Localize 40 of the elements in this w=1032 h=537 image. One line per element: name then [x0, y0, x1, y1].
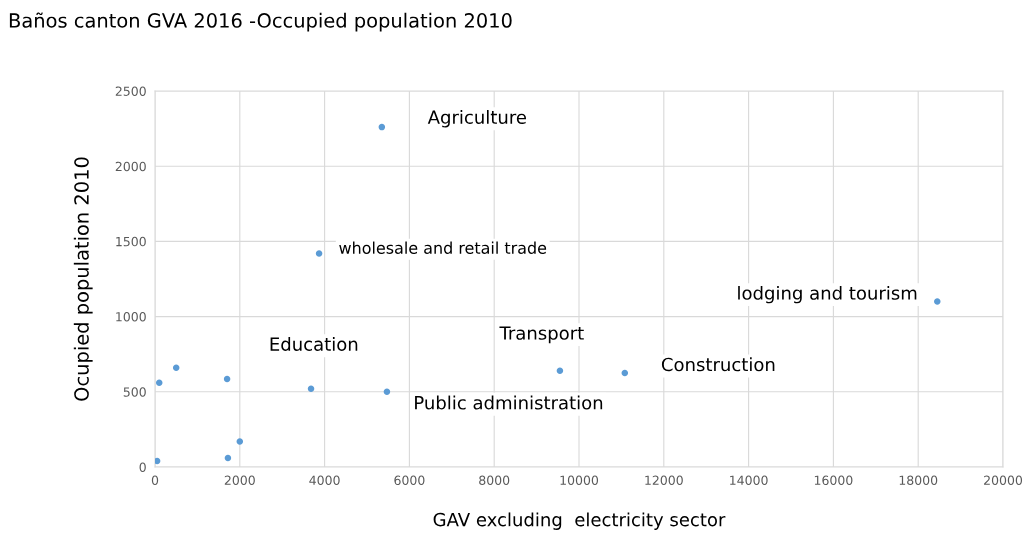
- x-tick-label: 2000: [224, 475, 255, 486]
- x-tick-label: 8000: [479, 475, 510, 486]
- chart-title: Baños canton GVA 2016 -Occupied population 2010: [9, 12, 512, 32]
- point: [383, 388, 391, 396]
- point: [224, 454, 232, 462]
- y-tick-label: 500: [123, 387, 146, 397]
- annotation: lodging and tourism: [738, 285, 917, 304]
- point: [621, 369, 629, 377]
- point: [556, 367, 564, 374]
- point: [236, 438, 244, 445]
- x-tick-label: 14000: [730, 475, 768, 486]
- x-tick-label: 12000: [645, 475, 683, 486]
- x-tick-label: 20000: [984, 475, 1023, 486]
- annotation: Public administration: [415, 395, 603, 410]
- point: [378, 123, 386, 131]
- annotation: Transport: [499, 326, 584, 344]
- x-tick-label: 6000: [394, 475, 425, 486]
- point: [172, 364, 180, 371]
- annotation: wholesale and retail trade: [339, 241, 547, 254]
- y-tick-label: 0: [139, 462, 146, 472]
- y-axis-title: Ocupied population 2010: [73, 157, 93, 401]
- x-tick-label: 10000: [560, 475, 599, 486]
- point: [155, 379, 163, 387]
- annotation: Construction: [661, 357, 775, 372]
- point: [307, 385, 315, 393]
- x-axis-title: GAV excluding electricity sector: [433, 512, 726, 530]
- point: [934, 298, 941, 305]
- point: [223, 375, 231, 383]
- y-tick-label: 2000: [115, 161, 146, 172]
- y-tick-label: 1500: [116, 236, 146, 247]
- y-tick-label: 2500: [115, 86, 146, 96]
- annotation: Education: [270, 337, 358, 351]
- point: [315, 250, 323, 257]
- point: [155, 457, 161, 465]
- x-tick-label: 0: [151, 475, 159, 486]
- x-tick-label: 16000: [814, 475, 853, 486]
- x-tick-label: 4000: [309, 475, 340, 486]
- annotation: Agriculture: [427, 110, 526, 128]
- x-tick-label: 18000: [899, 475, 938, 486]
- y-tick-label: 1000: [116, 312, 146, 322]
